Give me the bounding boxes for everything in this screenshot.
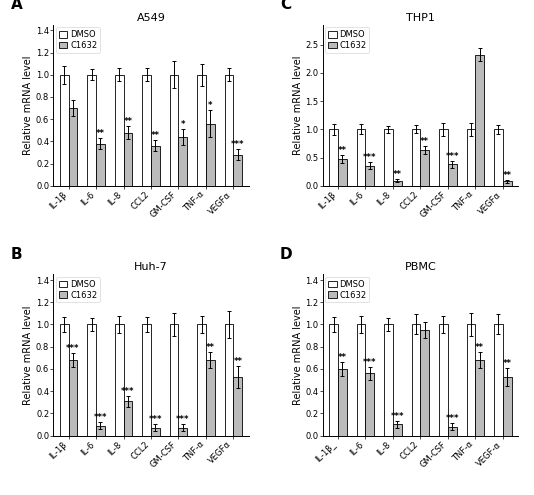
Text: **: ** xyxy=(96,129,105,138)
Text: ***: *** xyxy=(66,345,80,353)
Text: ***: *** xyxy=(445,414,459,423)
Text: **: ** xyxy=(393,170,402,179)
Text: ***: *** xyxy=(148,415,162,425)
Text: ***: *** xyxy=(121,387,135,396)
Text: **: ** xyxy=(151,131,160,140)
Bar xyxy=(87,75,96,186)
Y-axis label: Relative mRNA level: Relative mRNA level xyxy=(293,55,303,155)
Bar xyxy=(338,369,347,436)
Bar xyxy=(494,129,503,186)
Bar xyxy=(178,137,187,186)
Text: ***: *** xyxy=(93,413,107,422)
Bar xyxy=(151,428,160,436)
Text: **: ** xyxy=(233,356,242,366)
Bar xyxy=(412,129,420,186)
Bar xyxy=(115,325,123,436)
Bar xyxy=(494,325,503,436)
Bar xyxy=(439,325,448,436)
Bar xyxy=(384,325,393,436)
Bar xyxy=(60,75,68,186)
Text: **: ** xyxy=(338,353,347,362)
Bar xyxy=(123,133,132,186)
Bar xyxy=(178,428,187,436)
Legend: DMSO, C1632: DMSO, C1632 xyxy=(325,277,370,302)
Bar xyxy=(151,146,160,186)
Text: **: ** xyxy=(206,343,215,352)
Bar xyxy=(329,129,338,186)
Bar xyxy=(439,129,448,186)
Bar xyxy=(87,325,96,436)
Text: **: ** xyxy=(338,146,347,155)
Text: **: ** xyxy=(502,359,512,368)
Text: ***: *** xyxy=(445,152,459,161)
Text: ***: *** xyxy=(231,140,245,149)
Bar xyxy=(467,129,475,186)
Title: A549: A549 xyxy=(137,12,166,23)
Bar xyxy=(448,164,457,186)
Bar xyxy=(115,75,123,186)
Bar xyxy=(170,325,178,436)
Text: **: ** xyxy=(502,171,512,180)
Text: *: * xyxy=(180,120,185,129)
Legend: DMSO, C1632: DMSO, C1632 xyxy=(56,277,100,302)
Y-axis label: Relative mRNA level: Relative mRNA level xyxy=(23,55,33,155)
Bar xyxy=(225,325,233,436)
Legend: DMSO, C1632: DMSO, C1632 xyxy=(56,27,100,53)
Bar xyxy=(365,373,374,436)
Bar xyxy=(420,150,429,186)
Bar xyxy=(384,129,393,186)
Bar xyxy=(475,360,484,436)
Text: A: A xyxy=(11,0,22,12)
Title: PBMC: PBMC xyxy=(404,262,436,272)
Legend: DMSO, C1632: DMSO, C1632 xyxy=(325,27,370,53)
Y-axis label: Relative mRNA level: Relative mRNA level xyxy=(23,305,33,405)
Bar xyxy=(365,165,374,186)
Title: Huh-7: Huh-7 xyxy=(134,262,168,272)
Bar xyxy=(338,159,347,186)
Bar xyxy=(393,425,402,436)
Text: B: B xyxy=(11,247,22,261)
Bar xyxy=(393,181,402,186)
Bar xyxy=(412,325,420,436)
Bar xyxy=(467,325,475,436)
Bar xyxy=(475,55,484,186)
Title: THP1: THP1 xyxy=(406,12,435,23)
Bar xyxy=(206,360,215,436)
Bar xyxy=(197,325,206,436)
Text: ***: *** xyxy=(176,415,190,425)
Bar xyxy=(503,181,512,186)
Bar xyxy=(420,330,429,436)
Bar xyxy=(123,401,132,436)
Bar xyxy=(60,325,68,436)
Text: ***: *** xyxy=(390,412,404,421)
Bar xyxy=(68,108,77,186)
Text: ***: *** xyxy=(363,153,376,162)
Bar xyxy=(96,426,105,436)
Bar xyxy=(357,129,365,186)
Bar xyxy=(329,325,338,436)
Bar xyxy=(96,144,105,186)
Bar xyxy=(170,75,178,186)
Bar xyxy=(225,75,233,186)
Bar xyxy=(448,427,457,436)
Bar xyxy=(142,325,151,436)
Text: D: D xyxy=(280,247,293,261)
Text: *: * xyxy=(208,101,213,110)
Text: **: ** xyxy=(475,343,484,352)
Bar xyxy=(68,360,77,436)
Bar xyxy=(503,377,512,436)
Text: C: C xyxy=(280,0,291,12)
Bar xyxy=(197,75,206,186)
Bar xyxy=(233,155,242,186)
Text: ***: *** xyxy=(363,358,376,367)
Bar xyxy=(206,124,215,186)
Text: **: ** xyxy=(123,117,132,126)
Bar xyxy=(142,75,151,186)
Bar xyxy=(357,325,365,436)
Bar xyxy=(233,377,242,436)
Y-axis label: Relative mRNA level: Relative mRNA level xyxy=(293,305,303,405)
Text: **: ** xyxy=(420,137,429,147)
